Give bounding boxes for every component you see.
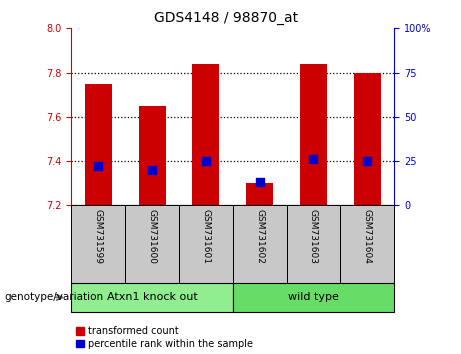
FancyBboxPatch shape (340, 205, 394, 283)
Text: GSM731602: GSM731602 (255, 209, 264, 264)
Text: GSM731603: GSM731603 (309, 209, 318, 264)
Bar (246, 183, 273, 205)
Text: genotype/variation: genotype/variation (5, 292, 104, 302)
Point (256, 179, 263, 185)
Bar (300, 64, 327, 205)
Text: GSM731600: GSM731600 (148, 209, 157, 264)
Text: Atxn1 knock out: Atxn1 knock out (107, 292, 197, 302)
FancyBboxPatch shape (179, 205, 233, 283)
Bar (193, 64, 219, 205)
FancyBboxPatch shape (233, 283, 394, 312)
Text: GSM731604: GSM731604 (363, 209, 372, 264)
FancyBboxPatch shape (125, 205, 179, 283)
FancyBboxPatch shape (287, 205, 340, 283)
Bar (354, 73, 381, 205)
Bar (85, 84, 112, 205)
FancyBboxPatch shape (233, 205, 287, 283)
Text: wild type: wild type (288, 292, 339, 302)
Point (364, 158, 371, 164)
Text: GDS4148 / 98870_at: GDS4148 / 98870_at (154, 11, 298, 25)
Point (310, 156, 317, 162)
Text: GSM731601: GSM731601 (201, 209, 210, 264)
Text: GSM731599: GSM731599 (94, 209, 103, 264)
FancyBboxPatch shape (71, 283, 233, 312)
Point (148, 167, 156, 173)
Point (202, 158, 210, 164)
Legend: transformed count, percentile rank within the sample: transformed count, percentile rank withi… (77, 326, 253, 349)
Bar (139, 106, 165, 205)
Point (95, 164, 102, 169)
FancyBboxPatch shape (71, 205, 125, 283)
